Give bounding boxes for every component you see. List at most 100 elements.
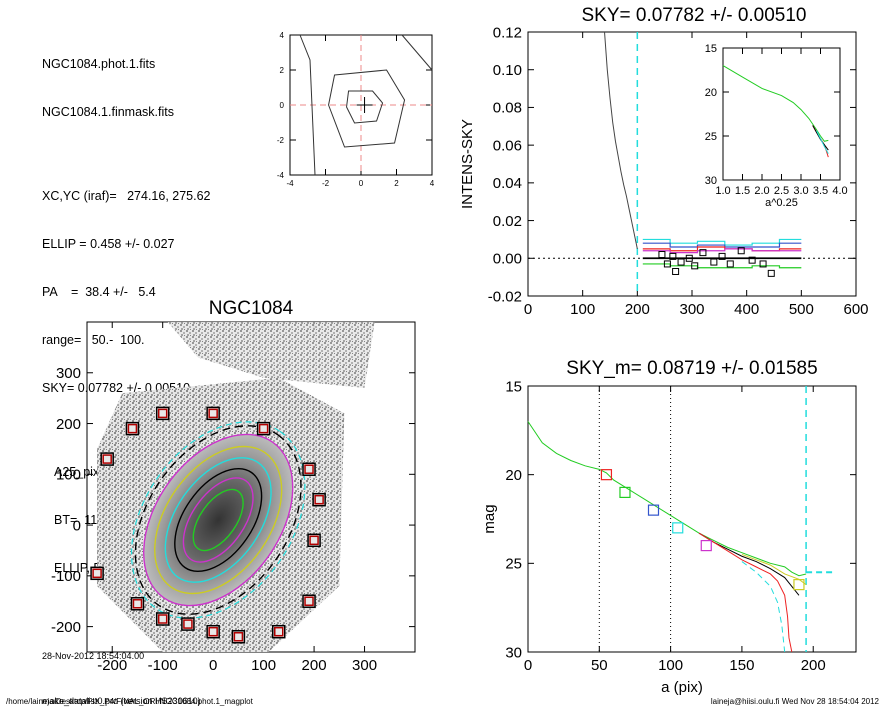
contour-line — [328, 69, 406, 148]
sky-sample-box — [710, 258, 718, 266]
y-tick-label: 0.12 — [493, 24, 522, 41]
sky-box — [90, 566, 104, 581]
isophote-ellipse — [164, 457, 272, 583]
sky-box-inner — [132, 599, 143, 609]
x-tick-label: -2 — [322, 179, 330, 188]
sky-box — [256, 421, 271, 436]
sky-box-inner — [208, 408, 218, 419]
sky-sample-box — [726, 260, 734, 268]
y-tick-label: 0.02 — [493, 213, 522, 230]
x-tick-label: 0 — [359, 179, 364, 188]
galaxy — [143, 434, 293, 606]
x-tick-label: 400 — [734, 301, 759, 318]
sky-box-inner — [92, 568, 102, 579]
sky-box-inner — [309, 535, 319, 546]
x-tick-label: 50 — [591, 657, 608, 674]
sky-box-inner — [304, 464, 314, 474]
field-patch — [167, 322, 375, 388]
sky-sample-box — [663, 260, 671, 268]
sky-sample-box — [737, 247, 745, 255]
y-tick-label: 25 — [505, 556, 522, 573]
inset-series — [816, 130, 829, 154]
mag-plot: 0 50 100 150 200 15 20 25 30 SKY_m= 0.08719 +/- 0… — [481, 358, 857, 696]
x-tick-label: 300 — [352, 657, 377, 674]
range-marker — [600, 469, 613, 481]
mag-title: SKY_m= 0.08719 +/- 0.01585 — [566, 358, 817, 379]
x-tick-label: -4 — [286, 179, 294, 188]
sky-box-inner — [314, 494, 324, 505]
contour-line — [346, 90, 384, 124]
sky-box-inner — [233, 632, 244, 642]
mag-xlabel: a (pix) — [661, 679, 703, 696]
x-tick-label: 100 — [658, 657, 683, 674]
header-line: XC,YC (iraf)= 274.16, 275.62 — [42, 189, 211, 203]
x-tick-label: 200 — [801, 657, 826, 674]
header-line: NGC1084.1.finmask.fits — [42, 105, 174, 119]
y-tick-label: 0 — [280, 101, 285, 110]
x-tick-label: -100 — [148, 657, 178, 674]
isophote-ellipse — [154, 445, 283, 595]
sky-sample-box — [672, 267, 680, 275]
sky-box — [155, 406, 170, 421]
x-tick-label: 0 — [524, 657, 532, 674]
sky-box — [100, 452, 114, 466]
sky-sample-box — [669, 252, 677, 260]
sky-sample-box — [748, 256, 756, 264]
isophote-ellipse — [134, 425, 302, 615]
range-marker — [700, 539, 712, 552]
mag-series — [698, 532, 800, 596]
sky-box — [181, 617, 195, 631]
header-line: ELLIP = 0.458 +/- 0.027 — [42, 237, 175, 251]
mag-ylabel: mag — [481, 504, 498, 533]
y-tick-label: 2 — [280, 66, 285, 75]
x-tick-label: 500 — [789, 301, 814, 318]
step-series — [642, 242, 802, 248]
contour-plot: -4 -2 0 2 4 -4 -2 0 2 4 — [277, 31, 435, 188]
sky-box-inner — [183, 619, 193, 629]
y-tick-label: 15 — [505, 378, 522, 395]
y-tick-label: 200 — [56, 416, 81, 433]
sky-box — [231, 630, 246, 644]
range-marker — [619, 486, 631, 498]
mag-series — [527, 421, 807, 577]
header-line: SKY= 0.07782 +/- 0.00510 — [42, 381, 191, 395]
y-tick-label: 30 — [505, 644, 522, 661]
isophote-ellipse — [143, 433, 294, 607]
x-tick-label: 1.0 — [715, 185, 730, 197]
y-tick-label: 0.08 — [493, 100, 522, 117]
sky-sample-box — [718, 252, 726, 260]
header-line: range= 50.- 100. — [42, 333, 145, 347]
x-tick-label: 4.0 — [832, 185, 847, 197]
step-series — [642, 248, 802, 254]
sky-box-inner — [274, 626, 284, 637]
x-tick-label: 4 — [430, 179, 435, 188]
sky-box-inner — [127, 423, 138, 434]
sky-sample-box — [699, 249, 707, 257]
sky-box — [312, 492, 326, 507]
y-tick-label: 0 — [73, 517, 81, 534]
y-tick-label: -2 — [277, 136, 285, 145]
sky-box — [206, 406, 220, 421]
image-title: NGC1084 — [209, 298, 294, 319]
x-tick-label: 600 — [843, 301, 868, 318]
y-tick-label: 20 — [705, 87, 717, 99]
sky-ylabel: INTENS-SKY — [459, 119, 476, 209]
sky-box-inner — [157, 408, 168, 419]
y-tick-label: -0.02 — [488, 288, 522, 305]
y-tick-label: -100 — [51, 568, 81, 585]
y-tick-label: 100 — [56, 467, 81, 484]
y-tick-label: -4 — [277, 171, 285, 180]
profile-line — [604, 31, 638, 249]
isophote-ellipse — [192, 488, 244, 552]
galaxy-image-plot: -200 -100 0 100 200 300 -200 -100 0 100 200 300 NGC1… — [51, 298, 416, 674]
y-tick-label: 15 — [705, 43, 717, 55]
x-tick-label: 100 — [570, 301, 595, 318]
y-tick-label: 25 — [705, 131, 717, 143]
sky-box — [302, 594, 316, 608]
y-tick-label: 20 — [505, 467, 522, 484]
range-marker — [647, 504, 660, 516]
footer-path: /home/laineja/Desktop/FIX_P4/FINAL_ORI/N… — [6, 697, 253, 706]
sky-box — [272, 624, 286, 639]
x-tick-label: 150 — [729, 657, 754, 674]
mag-series — [741, 561, 786, 653]
